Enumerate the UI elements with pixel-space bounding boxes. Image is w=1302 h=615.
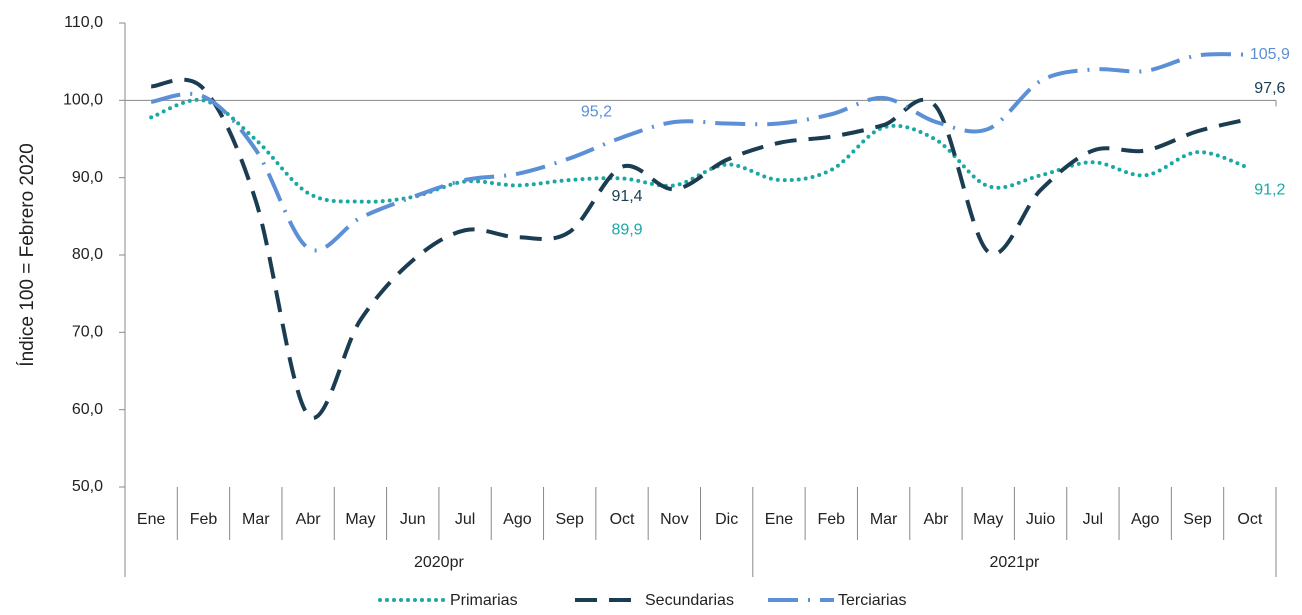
line-series bbox=[150, 52, 1250, 253]
x-tick-label: Dic bbox=[715, 511, 738, 528]
x-tick-label: Mar bbox=[242, 511, 270, 528]
x-tick-label: Ago bbox=[503, 511, 532, 528]
legend-label: Primarias bbox=[450, 592, 518, 609]
data-label: 91,4 bbox=[611, 188, 642, 205]
x-tick-label: Sep bbox=[1183, 511, 1212, 528]
x-tick-label: Ene bbox=[137, 511, 166, 528]
y-tick-label: 100,0 bbox=[63, 92, 103, 109]
x-tick-label: Abr bbox=[296, 511, 322, 528]
data-label: 97,6 bbox=[1254, 80, 1285, 97]
x-tick-label: Feb bbox=[818, 511, 846, 528]
x-tick-label: May bbox=[973, 511, 1003, 528]
group-label: 2020pr bbox=[414, 554, 464, 571]
x-tick-label: Jun bbox=[400, 511, 426, 528]
y-tick-label: 80,0 bbox=[72, 246, 103, 263]
x-tick-label: Oct bbox=[1237, 511, 1262, 528]
y-axis-label: Índice 100 = Febrero 2020 bbox=[17, 143, 38, 366]
x-tick-label: May bbox=[345, 511, 375, 528]
line-series bbox=[150, 77, 1251, 420]
y-tick-label: 110,0 bbox=[64, 14, 103, 31]
legend-label: Terciarias bbox=[838, 592, 906, 609]
data-label: 95,2 bbox=[581, 104, 612, 121]
y-tick-label: 60,0 bbox=[72, 401, 103, 418]
x-tick-label: Sep bbox=[555, 511, 584, 528]
x-tick-label: Juio bbox=[1026, 511, 1055, 528]
y-tick-label: 50,0 bbox=[72, 478, 103, 495]
x-tick-label: Feb bbox=[190, 511, 218, 528]
x-tick-label: Jul bbox=[1083, 511, 1103, 528]
x-tick-label: Jul bbox=[455, 511, 475, 528]
x-tick-label: Oct bbox=[610, 511, 635, 528]
data-label: 105,9 bbox=[1250, 46, 1290, 63]
x-tick-label: Nov bbox=[660, 511, 688, 528]
data-label: 91,2 bbox=[1254, 182, 1285, 199]
x-tick-label: Abr bbox=[923, 511, 949, 528]
x-tick-label: Mar bbox=[870, 511, 898, 528]
x-tick-label: Ene bbox=[765, 511, 794, 528]
y-tick-label: 90,0 bbox=[72, 169, 103, 186]
group-label: 2021pr bbox=[989, 554, 1039, 571]
y-tick-label: 70,0 bbox=[72, 324, 103, 341]
data-label: 89,9 bbox=[611, 222, 642, 239]
x-tick-label: Ago bbox=[1131, 511, 1160, 528]
line-series bbox=[149, 97, 1252, 204]
legend-label: Secundarias bbox=[645, 592, 734, 609]
